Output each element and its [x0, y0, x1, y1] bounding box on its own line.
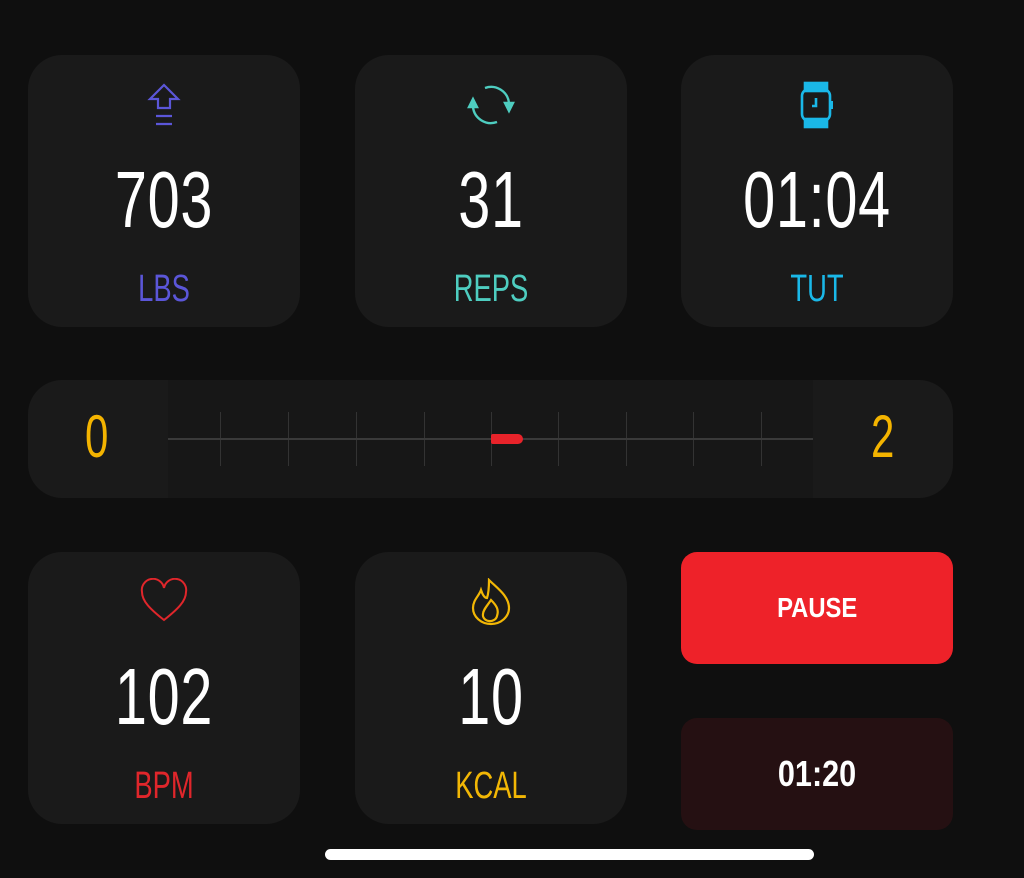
bpm-value: 102 [114, 652, 214, 741]
slider-max-label: 2 [871, 403, 895, 470]
bpm-label: BPM [134, 765, 194, 807]
weight-up-arrow-icon [147, 83, 181, 126]
lbs-value: 703 [114, 155, 214, 244]
slider-track[interactable] [168, 380, 813, 498]
slider-min-label: 0 [85, 403, 109, 470]
kcal-card: 10 KCAL [355, 552, 627, 824]
timer-value: 01:20 [777, 753, 857, 794]
reps-value: 31 [458, 155, 524, 244]
lbs-label: LBS [138, 268, 190, 310]
kcal-value: 10 [458, 652, 524, 741]
tut-card: 01:04 TUT [681, 55, 953, 327]
rest-timer: 01:20 [681, 718, 953, 830]
repeat-cycle-icon [467, 85, 515, 125]
slider-marker[interactable] [490, 434, 523, 444]
pause-label: PAUSE [776, 592, 858, 623]
reps-label: REPS [453, 268, 529, 310]
home-indicator[interactable] [325, 849, 814, 860]
smartwatch-icon [800, 81, 833, 129]
lbs-card: 703 LBS [28, 55, 300, 327]
tut-value: 01:04 [743, 155, 891, 244]
range-slider[interactable]: 0 2 [28, 380, 953, 498]
tut-label: TUT [790, 268, 844, 310]
pause-button[interactable]: PAUSE [681, 552, 953, 664]
kcal-label: KCAL [455, 765, 527, 807]
slider-line [168, 438, 813, 440]
flame-icon [471, 578, 511, 626]
reps-card: 31 REPS [355, 55, 627, 327]
heart-icon [140, 578, 188, 622]
bpm-card: 102 BPM [28, 552, 300, 824]
